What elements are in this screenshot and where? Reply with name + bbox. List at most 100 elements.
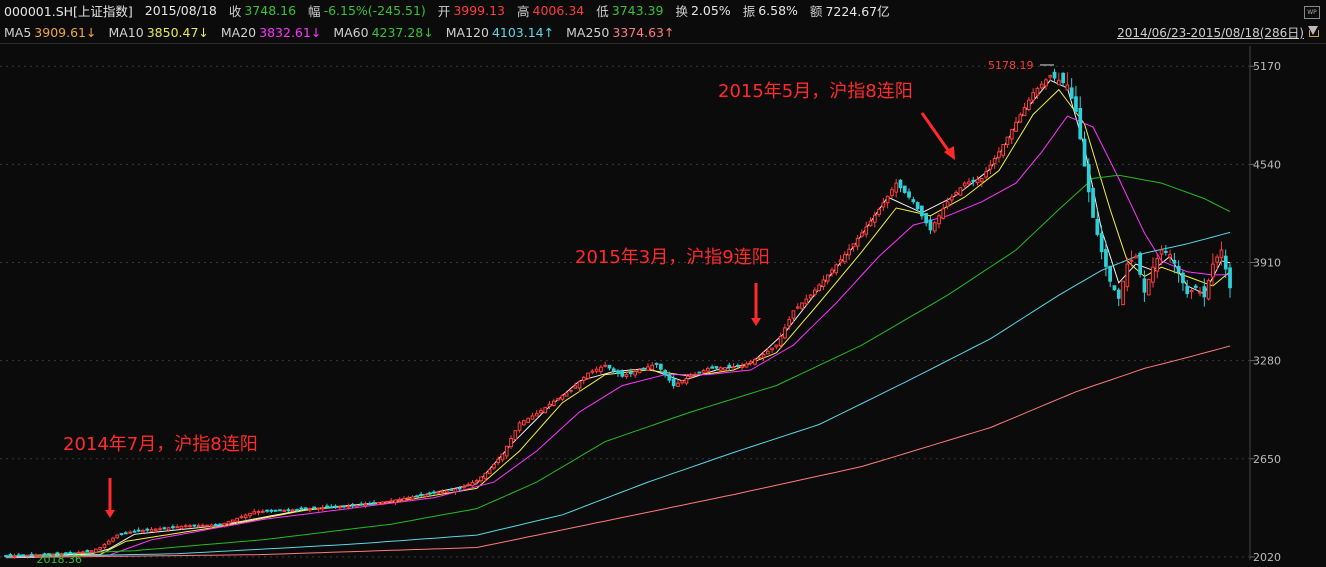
- close-value: 3748.16: [244, 3, 297, 18]
- candle-body: [594, 368, 599, 372]
- candle-body: [423, 494, 428, 497]
- candle-body: [740, 365, 744, 368]
- candle-body: [723, 367, 727, 371]
- candle-body: [624, 374, 629, 378]
- candle-body: [748, 361, 753, 364]
- candle-body: [192, 524, 197, 527]
- candle-body: [72, 552, 77, 555]
- date-range-selector[interactable]: 2014/06/23-2015/08/18(286日): [1117, 26, 1304, 40]
- high-marker-label: 5178.19: [988, 59, 1034, 72]
- candle-body: [1031, 92, 1036, 101]
- candle-body: [295, 509, 299, 512]
- candle-body: [4, 555, 8, 558]
- candle-body: [894, 182, 899, 193]
- candle-body: [697, 371, 702, 374]
- candle-body: [12, 555, 17, 558]
- turnover-value: 2.05%: [690, 3, 731, 18]
- candle-body: [188, 525, 192, 528]
- candle-body: [830, 269, 834, 274]
- candle-body: [1014, 121, 1018, 132]
- candle-body: [243, 514, 248, 519]
- candle-body: [590, 370, 595, 373]
- candle-body: [1215, 256, 1220, 263]
- wp-icon[interactable]: WP: [1304, 6, 1320, 19]
- candle-body: [932, 222, 937, 232]
- candle-body: [637, 369, 642, 374]
- candle-body: [971, 179, 976, 182]
- candle-body: [1048, 75, 1053, 78]
- dropdown-arrow-icon[interactable]: [1308, 26, 1318, 35]
- candle-body: [1104, 249, 1108, 267]
- candle-body: [646, 366, 650, 371]
- candle-body: [76, 551, 81, 554]
- candle-body: [560, 395, 565, 400]
- ma5-label: MA5: [4, 25, 32, 40]
- symbol-label[interactable]: 000001.SH[上证指数]: [4, 4, 133, 19]
- candle-body: [1116, 289, 1121, 299]
- candle-body: [367, 503, 372, 506]
- ma-line-ma10: [5, 88, 1231, 557]
- candle-body: [1172, 260, 1177, 264]
- candle-body: [808, 294, 813, 299]
- candle-body: [218, 523, 222, 526]
- ma-line-ma250: [5, 345, 1231, 559]
- ma5-value: 3909.61↓: [34, 25, 97, 40]
- candle-body: [958, 187, 963, 196]
- candle-body: [813, 289, 817, 295]
- open-value: 3999.13: [453, 3, 506, 18]
- candle-body: [877, 209, 881, 215]
- candle-body: [924, 213, 928, 224]
- candle-body: [1112, 285, 1117, 291]
- candle-body: [1069, 87, 1074, 99]
- candle-body: [132, 530, 137, 533]
- candle-body: [855, 237, 860, 247]
- candle-body: [449, 488, 453, 491]
- ma120-label: MA120: [445, 25, 489, 40]
- candle-body: [1134, 255, 1138, 259]
- candle-body: [102, 543, 107, 549]
- candle-body: [453, 488, 458, 493]
- candle-body: [136, 529, 141, 532]
- candle-body: [457, 487, 462, 490]
- candle-body: [286, 509, 291, 512]
- candle-body: [175, 526, 180, 529]
- candle-body: [890, 189, 894, 196]
- candle-body: [526, 417, 530, 423]
- annotation-arrowhead: [944, 146, 955, 160]
- candle-body: [1086, 164, 1091, 193]
- candle-body: [25, 555, 30, 557]
- candle-body: [770, 347, 774, 351]
- ma10-label: MA10: [108, 25, 144, 40]
- candle-body: [29, 553, 34, 556]
- candle-body: [1138, 252, 1143, 275]
- candle-body: [68, 552, 73, 554]
- candle-body: [205, 524, 210, 527]
- candle-body: [530, 415, 535, 420]
- annotation-text: 2015年5月，沪指8连阳: [718, 81, 913, 102]
- candle-body: [397, 498, 402, 501]
- candle-body: [389, 500, 393, 503]
- candle-body: [1193, 285, 1198, 288]
- candle-body: [256, 511, 261, 514]
- candle-body: [290, 509, 295, 512]
- candle-body: [1129, 259, 1134, 262]
- candle-body: [445, 490, 449, 493]
- candle-body: [731, 366, 736, 369]
- candle-body: [671, 378, 676, 387]
- candle-body: [59, 553, 64, 556]
- open-label: 开: [437, 4, 451, 19]
- candle-body: [838, 259, 843, 263]
- candle-body: [145, 528, 150, 531]
- lock-icon[interactable]: [1309, 30, 1319, 37]
- candle-body: [988, 164, 993, 170]
- y-tick-label: 3280: [1253, 355, 1281, 368]
- candle-body: [517, 422, 522, 431]
- candle-body: [654, 362, 659, 365]
- candle-body: [1181, 272, 1185, 284]
- candle-body: [629, 372, 633, 375]
- candle-body: [543, 406, 548, 414]
- candle-body: [1223, 255, 1228, 270]
- ma60-value: 4237.28↓: [371, 25, 434, 40]
- candle-body: [616, 370, 620, 374]
